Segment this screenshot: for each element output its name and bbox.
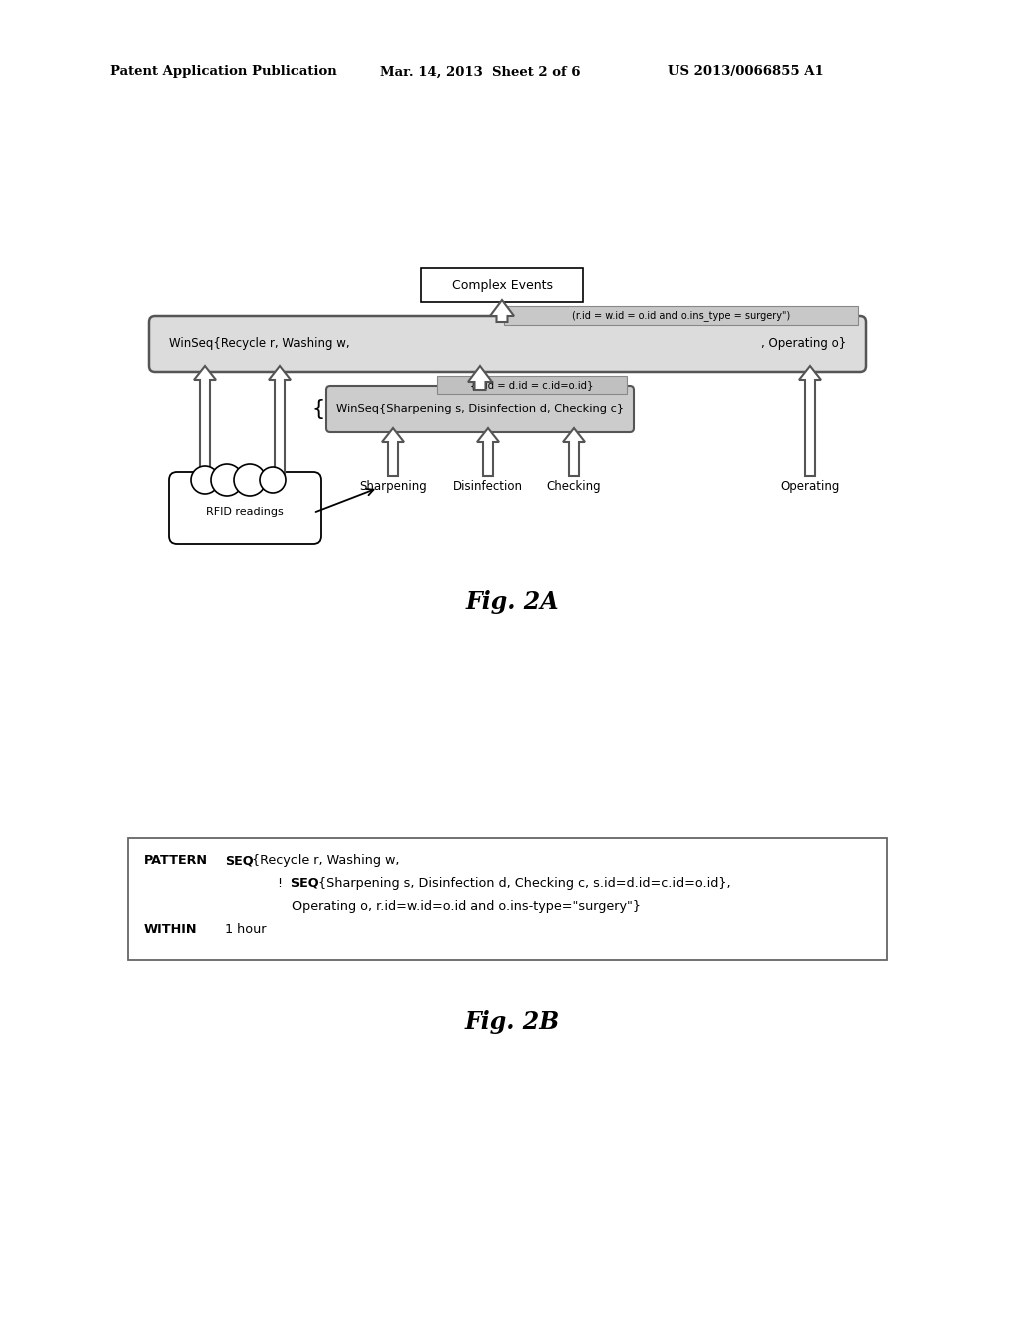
- Text: 1 hour: 1 hour: [225, 923, 266, 936]
- Text: (r.id = w.id = o.id and o.ins_type = surgery"): (r.id = w.id = o.id and o.ins_type = sur…: [571, 310, 791, 321]
- Text: Patent Application Publication: Patent Application Publication: [110, 66, 337, 78]
- Text: Sharpening: Sharpening: [359, 480, 427, 492]
- Text: Operating o, r.id=w.id=o.id and o.ins-type="surgery"}: Operating o, r.id=w.id=o.id and o.ins-ty…: [292, 900, 641, 913]
- Text: WITHIN: WITHIN: [144, 923, 198, 936]
- Text: WinSeq{Sharpening s, Disinfection d, Checking c}: WinSeq{Sharpening s, Disinfection d, Che…: [336, 404, 624, 414]
- Text: , Operating o}: , Operating o}: [761, 338, 846, 351]
- Circle shape: [211, 465, 243, 496]
- Text: Fig. 2B: Fig. 2B: [464, 1010, 560, 1034]
- Text: Fig. 2A: Fig. 2A: [465, 590, 559, 614]
- FancyBboxPatch shape: [128, 838, 887, 960]
- Text: Mar. 14, 2013  Sheet 2 of 6: Mar. 14, 2013 Sheet 2 of 6: [380, 66, 581, 78]
- FancyBboxPatch shape: [437, 376, 627, 393]
- Polygon shape: [477, 428, 499, 477]
- Text: Recycle: Recycle: [182, 480, 227, 492]
- Text: US 2013/0066855 A1: US 2013/0066855 A1: [668, 66, 823, 78]
- Polygon shape: [382, 428, 404, 477]
- FancyBboxPatch shape: [421, 268, 583, 302]
- Polygon shape: [269, 366, 291, 477]
- FancyBboxPatch shape: [504, 306, 858, 325]
- FancyBboxPatch shape: [150, 315, 866, 372]
- Polygon shape: [563, 428, 585, 477]
- FancyBboxPatch shape: [169, 473, 321, 544]
- Text: {: {: [311, 399, 325, 418]
- Text: Operating: Operating: [780, 480, 840, 492]
- Polygon shape: [490, 300, 514, 322]
- Text: Washing: Washing: [255, 480, 305, 492]
- Text: SEQ: SEQ: [225, 854, 254, 867]
- Polygon shape: [799, 366, 821, 477]
- Text: PATTERN: PATTERN: [144, 854, 208, 867]
- Text: WinSeq{Recycle r, Washing w,: WinSeq{Recycle r, Washing w,: [169, 338, 349, 351]
- Text: Disinfection: Disinfection: [453, 480, 523, 492]
- Text: RFID readings: RFID readings: [206, 507, 284, 517]
- Text: {Recycle r, Washing w,: {Recycle r, Washing w,: [252, 854, 399, 867]
- Text: SEQ: SEQ: [290, 876, 318, 890]
- Text: Checking: Checking: [547, 480, 601, 492]
- FancyBboxPatch shape: [326, 385, 634, 432]
- Text: {Sharpening s, Disinfection d, Checking c, s.id=d.id=c.id=o.id},: {Sharpening s, Disinfection d, Checking …: [318, 876, 731, 890]
- Text: !: !: [278, 876, 287, 890]
- Polygon shape: [468, 366, 492, 389]
- Text: Complex Events: Complex Events: [452, 279, 553, 292]
- Text: {s.id = d.id = c.id=o.id}: {s.id = d.id = c.id=o.id}: [470, 380, 594, 389]
- Circle shape: [191, 466, 219, 494]
- Circle shape: [234, 465, 266, 496]
- Polygon shape: [194, 366, 216, 477]
- Circle shape: [260, 467, 286, 492]
